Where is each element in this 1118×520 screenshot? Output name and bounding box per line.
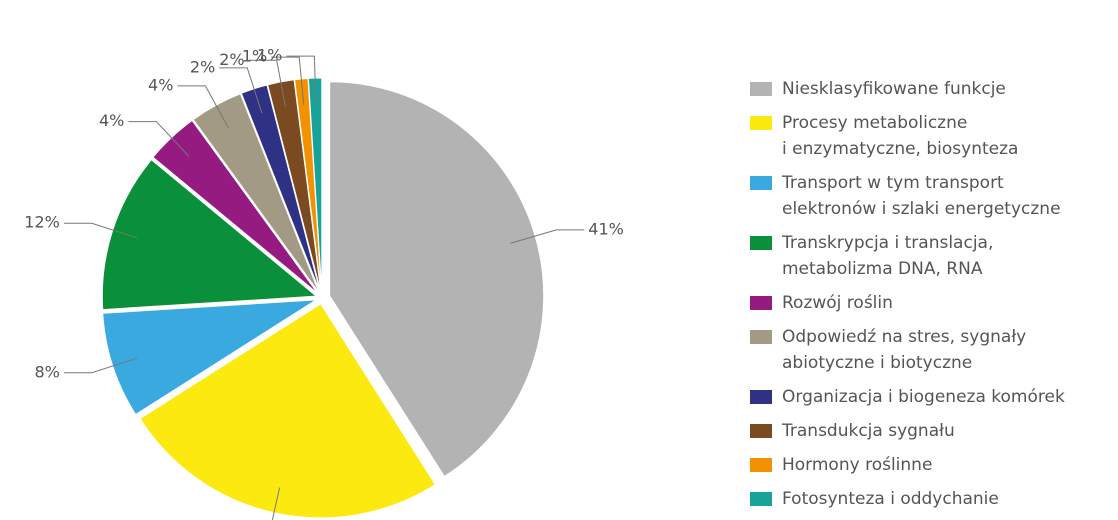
legend-item: Niesklasyfikowane funkcje <box>750 76 1118 102</box>
value-label: 4% <box>99 111 124 130</box>
legend-swatch <box>750 458 772 472</box>
legend-item: Transdukcja sygnału <box>750 418 1118 444</box>
legend-label: Procesy metaboliczne i enzymatyczne, bio… <box>782 113 1019 159</box>
legend-swatch <box>750 236 772 250</box>
value-label: 2% <box>219 50 244 69</box>
legend-swatch <box>750 330 772 344</box>
legend-item: Hormony roślinne <box>750 452 1118 478</box>
leader-line <box>177 85 229 128</box>
legend-item: Odpowiedź na stres, sygnały abiotyczne i… <box>750 324 1118 376</box>
legend-label: Rozwój roślin <box>782 293 893 313</box>
leader-line <box>286 55 317 104</box>
legend-label: Niesklasyfikowane funkcje <box>782 79 1006 99</box>
leader-line <box>248 59 287 108</box>
legend-label: Transport w tym transport elektronów i s… <box>782 173 1061 219</box>
value-label: 41% <box>588 219 624 238</box>
value-label: 1% <box>257 46 282 65</box>
legend-item: Organizacja i biogeneza komórek <box>750 384 1118 410</box>
chart: 41%25%8%12%4%4%2%2%1%1% <box>24 46 624 520</box>
legend-swatch <box>750 176 772 190</box>
legend-swatch <box>750 116 772 130</box>
legend-swatch <box>750 390 772 404</box>
legend-item: Transkrypcja i translacja, metabolizma D… <box>750 230 1118 282</box>
legend-label: Transdukcja sygnału <box>782 421 955 441</box>
leader-line <box>128 121 190 157</box>
legend-label: Odpowiedź na stres, sygnały abiotyczne i… <box>782 327 1027 373</box>
legend-item: Fotosynteza i oddychanie <box>750 486 1118 512</box>
leader-line <box>271 56 305 105</box>
legend-item: Transport w tym transport elektronów i s… <box>750 170 1118 222</box>
leader-line <box>510 229 585 244</box>
legend-item: Procesy metaboliczne i enzymatyczne, bio… <box>750 110 1118 162</box>
value-label: 1% <box>242 47 267 66</box>
legend-swatch <box>750 492 772 506</box>
legend-label: Hormony roślinne <box>782 455 933 475</box>
legend-swatch <box>750 82 772 96</box>
leader-line <box>219 67 263 114</box>
leader-line <box>63 357 138 374</box>
leader-line <box>63 222 138 239</box>
legend-label: Transkrypcja i translacja, metabolizma D… <box>782 233 994 279</box>
legend-swatch <box>750 296 772 310</box>
legend: Niesklasyfikowane funkcje Procesy metabol… <box>750 76 1118 520</box>
value-label: 4% <box>148 75 173 94</box>
value-label: 8% <box>34 362 59 381</box>
legend-swatch <box>750 424 772 438</box>
legend-label: Organizacja i biogeneza komórek <box>782 387 1065 407</box>
legend-item: Rozwój roślin <box>750 290 1118 316</box>
leader-line <box>271 487 281 520</box>
legend-label: Fotosynteza i oddychanie <box>782 489 999 509</box>
value-label: 2% <box>190 57 215 76</box>
value-label: 12% <box>24 213 60 232</box>
